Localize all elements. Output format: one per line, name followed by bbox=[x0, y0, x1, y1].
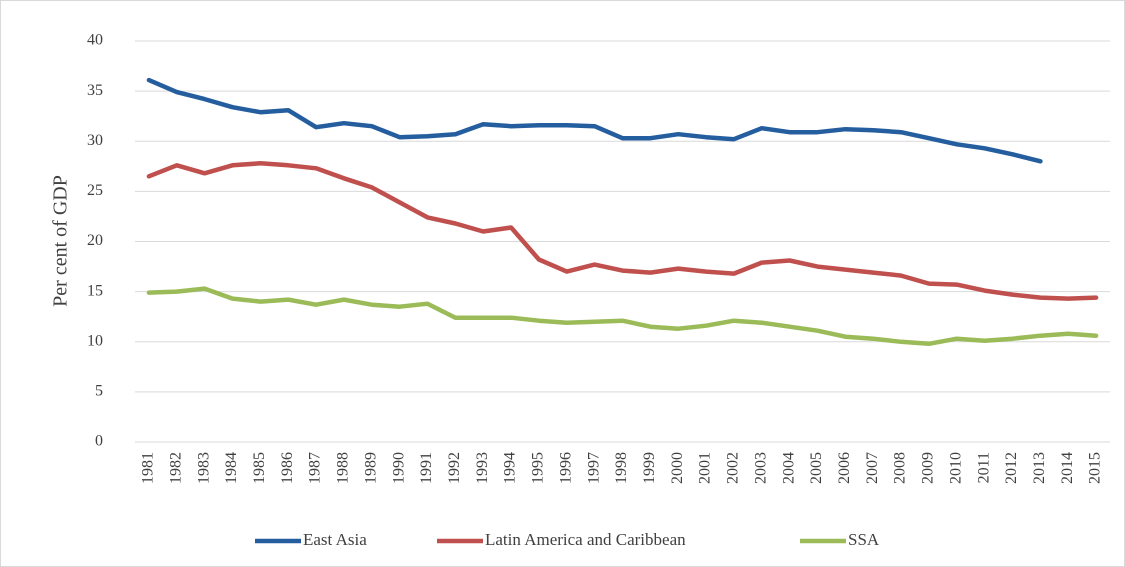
x-tick-label: 2010 bbox=[947, 452, 964, 484]
x-tick-label: 1992 bbox=[446, 452, 463, 484]
y-tick-label: 30 bbox=[87, 132, 103, 149]
x-tick-label: 2005 bbox=[808, 452, 825, 484]
x-tick-label: 1994 bbox=[502, 452, 519, 484]
y-tick-label: 20 bbox=[87, 232, 103, 249]
y-tick-label: 5 bbox=[95, 383, 103, 400]
x-tick-label: 1998 bbox=[613, 452, 630, 484]
series-line bbox=[146, 77, 1043, 164]
y-tick-label: 40 bbox=[87, 32, 103, 49]
legend-label: Latin America and Caribbean bbox=[485, 530, 686, 549]
y-tick-label: 10 bbox=[87, 332, 103, 349]
x-tick-label: 1988 bbox=[335, 452, 352, 484]
x-tick-label: 1993 bbox=[474, 452, 491, 484]
series-line bbox=[146, 161, 1099, 301]
x-tick-label: 1996 bbox=[557, 452, 574, 484]
legend-label: SSA bbox=[848, 530, 880, 549]
x-tick-label: 2001 bbox=[697, 452, 714, 484]
x-tick-label: 1989 bbox=[362, 452, 379, 484]
x-tick-label: 2006 bbox=[836, 452, 853, 484]
x-tick-label: 2007 bbox=[864, 452, 881, 484]
x-tick-label: 2004 bbox=[780, 452, 797, 484]
x-tick-label: 1983 bbox=[195, 452, 212, 484]
x-tick-label: 2013 bbox=[1031, 452, 1048, 484]
y-tick-label: 15 bbox=[87, 282, 103, 299]
x-tick-label: 1999 bbox=[641, 452, 658, 484]
legend-label: East Asia bbox=[303, 530, 367, 549]
x-tick-label: 1984 bbox=[223, 452, 240, 484]
x-tick-label: 2000 bbox=[669, 452, 686, 484]
x-tick-label: 2015 bbox=[1087, 452, 1104, 484]
x-tick-label: 1995 bbox=[530, 452, 547, 484]
x-tick-label: 2012 bbox=[1003, 452, 1020, 484]
y-tick-label: 25 bbox=[87, 182, 103, 199]
y-tick-label: 35 bbox=[87, 82, 103, 99]
series-line bbox=[146, 286, 1099, 347]
x-tick-label: 2011 bbox=[975, 452, 992, 483]
x-tick-label: 1985 bbox=[251, 452, 268, 484]
x-tick-label: 2014 bbox=[1059, 452, 1076, 484]
x-tick-label: 2009 bbox=[920, 452, 937, 484]
y-tick-label: 0 bbox=[95, 433, 103, 450]
x-tick-label: 2002 bbox=[725, 452, 742, 484]
x-tick-label: 1981 bbox=[140, 452, 157, 484]
x-tick-label: 1997 bbox=[585, 452, 602, 484]
x-tick-label: 1990 bbox=[390, 452, 407, 484]
x-tick-label: 1987 bbox=[307, 452, 324, 484]
x-tick-label: 2003 bbox=[752, 452, 769, 484]
x-tick-label: 1986 bbox=[279, 452, 296, 484]
x-tick-label: 1991 bbox=[418, 452, 435, 484]
y-axis-title: Per cent of GDP bbox=[50, 175, 72, 307]
x-tick-label: 2008 bbox=[892, 452, 909, 484]
x-tick-label: 1982 bbox=[167, 452, 184, 484]
